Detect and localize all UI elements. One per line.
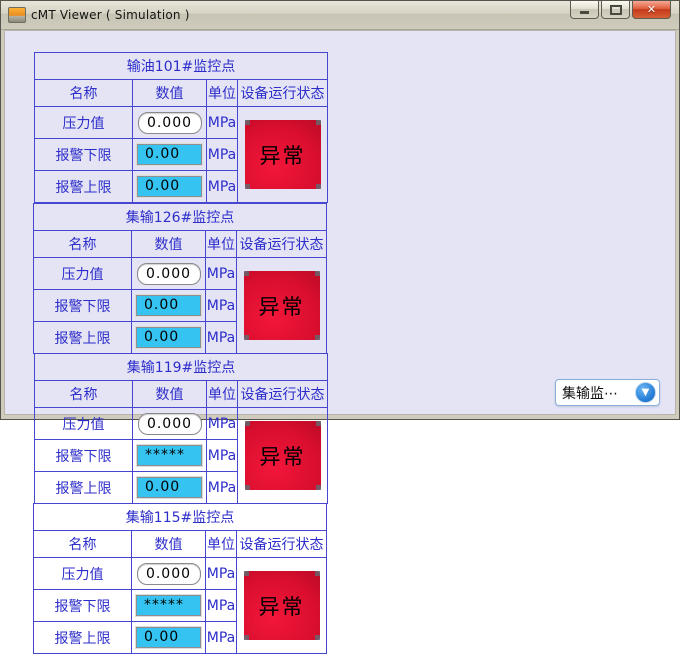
unit-label: MPa (206, 138, 238, 171)
row-label-pressure: 压力值 (34, 407, 133, 440)
screen-selector-dropdown[interactable]: 集输监⋯ ▼ (555, 379, 660, 406)
status-indicator-abnormal: 异常 (243, 571, 320, 640)
panel-title: 集输119#监控点 (33, 353, 329, 381)
alarm-low-input[interactable]: 0.00 (136, 295, 201, 316)
alarm-high-input[interactable]: 0.00 (137, 176, 202, 197)
panel-title: 集输115#监控点 (32, 503, 328, 531)
row-label-pressure: 压力值 (33, 257, 132, 290)
status-text: 异常 (259, 143, 306, 168)
col-header-status: 设备运行状态 (236, 79, 329, 107)
col-header-name: 名称 (33, 230, 132, 258)
col-header-status: 设备运行状态 (235, 230, 328, 258)
col-header-name: 名称 (34, 380, 133, 408)
maximize-icon (609, 4, 622, 15)
close-button[interactable]: ✕ (632, 1, 671, 19)
row-label-alarm-low: 报警下限 (33, 589, 132, 622)
window-controls: ✕ (568, 1, 671, 19)
col-header-unit: 单位 (205, 530, 237, 558)
col-header-unit: 单位 (206, 79, 238, 107)
maximize-button[interactable] (601, 1, 630, 19)
alarm-high-input[interactable]: 0.00 (136, 627, 201, 648)
unit-label: MPa (206, 170, 238, 203)
alarm-low-input[interactable]: ***** (136, 595, 201, 616)
unit-label: MPa (205, 621, 237, 654)
unit-label: MPa (206, 471, 238, 504)
row-label-alarm-high: 报警上限 (34, 170, 133, 203)
pressure-value-display: 0.000 (137, 412, 202, 435)
col-header-value: 数值 (131, 230, 206, 258)
pressure-value-display: 0.000 (137, 111, 202, 134)
status-text: 异常 (258, 294, 305, 319)
minimize-icon (580, 10, 589, 14)
col-header-unit: 单位 (206, 380, 238, 408)
monitor-panel-115: 集输115#监控点 名称 数值 单位 设备运行状态 压力值 0.000 MPa … (32, 503, 328, 654)
status-indicator-abnormal: 异常 (244, 421, 321, 490)
unit-label: MPa (205, 257, 237, 290)
dropdown-selected-value: 集输监⋯ (562, 385, 618, 402)
row-label-pressure: 压力值 (33, 557, 132, 590)
alarm-low-input[interactable]: ***** (137, 445, 202, 466)
col-header-status: 设备运行状态 (236, 380, 329, 408)
app-icon (8, 7, 26, 23)
row-label-alarm-low: 报警下限 (33, 289, 132, 322)
row-label-pressure: 压力值 (34, 106, 133, 139)
unit-label: MPa (205, 321, 237, 354)
status-text: 异常 (259, 444, 306, 469)
alarm-high-input[interactable]: 0.00 (136, 327, 201, 348)
unit-label: MPa (205, 289, 237, 322)
col-header-status: 设备运行状态 (235, 530, 328, 558)
status-indicator-abnormal: 异常 (243, 271, 320, 340)
col-header-name: 名称 (34, 79, 133, 107)
col-header-value: 数值 (132, 79, 207, 107)
pressure-value-display: 0.000 (136, 262, 201, 285)
row-label-alarm-high: 报警上限 (33, 321, 132, 354)
alarm-high-input[interactable]: 0.00 (137, 477, 202, 498)
monitor-panel-101: 输油101#监控点 名称 数值 单位 设备运行状态 压力值 0.000 MPa … (33, 52, 329, 203)
minimize-button[interactable] (570, 1, 599, 19)
monitor-panel-126: 集输126#监控点 名称 数值 单位 设备运行状态 压力值 0.000 MPa … (32, 203, 328, 354)
unit-label: MPa (205, 589, 237, 622)
title-bar: cMT Viewer ( Simulation ) ✕ (1, 1, 679, 30)
monitor-panel-119: 集输119#监控点 名称 数值 单位 设备运行状态 压力值 0.000 MPa … (33, 353, 329, 504)
unit-label: MPa (206, 407, 238, 440)
pressure-value-display: 0.000 (136, 562, 201, 585)
col-header-value: 数值 (131, 530, 206, 558)
row-label-alarm-high: 报警上限 (34, 471, 133, 504)
alarm-low-input[interactable]: 0.00 (137, 144, 202, 165)
unit-label: MPa (205, 557, 237, 590)
unit-label: MPa (206, 439, 238, 472)
panel-title: 输油101#监控点 (33, 52, 329, 80)
status-text: 异常 (258, 594, 305, 619)
status-indicator-abnormal: 异常 (244, 120, 321, 189)
row-label-alarm-low: 报警下限 (34, 439, 133, 472)
hmi-screen: 输油101#监控点 名称 数值 单位 设备运行状态 压力值 0.000 MPa … (4, 30, 676, 654)
window-title: cMT Viewer ( Simulation ) (31, 8, 190, 22)
row-label-alarm-low: 报警下限 (34, 138, 133, 171)
unit-label: MPa (206, 106, 238, 139)
col-header-name: 名称 (33, 530, 132, 558)
monitor-panels-grid: 输油101#监控点 名称 数值 单位 设备运行状态 压力值 0.000 MPa … (32, 52, 621, 654)
chevron-down-icon[interactable]: ▼ (635, 382, 656, 403)
row-label-alarm-high: 报警上限 (33, 621, 132, 654)
col-header-value: 数值 (132, 380, 207, 408)
col-header-unit: 单位 (205, 230, 237, 258)
panel-title: 集输126#监控点 (32, 203, 328, 231)
